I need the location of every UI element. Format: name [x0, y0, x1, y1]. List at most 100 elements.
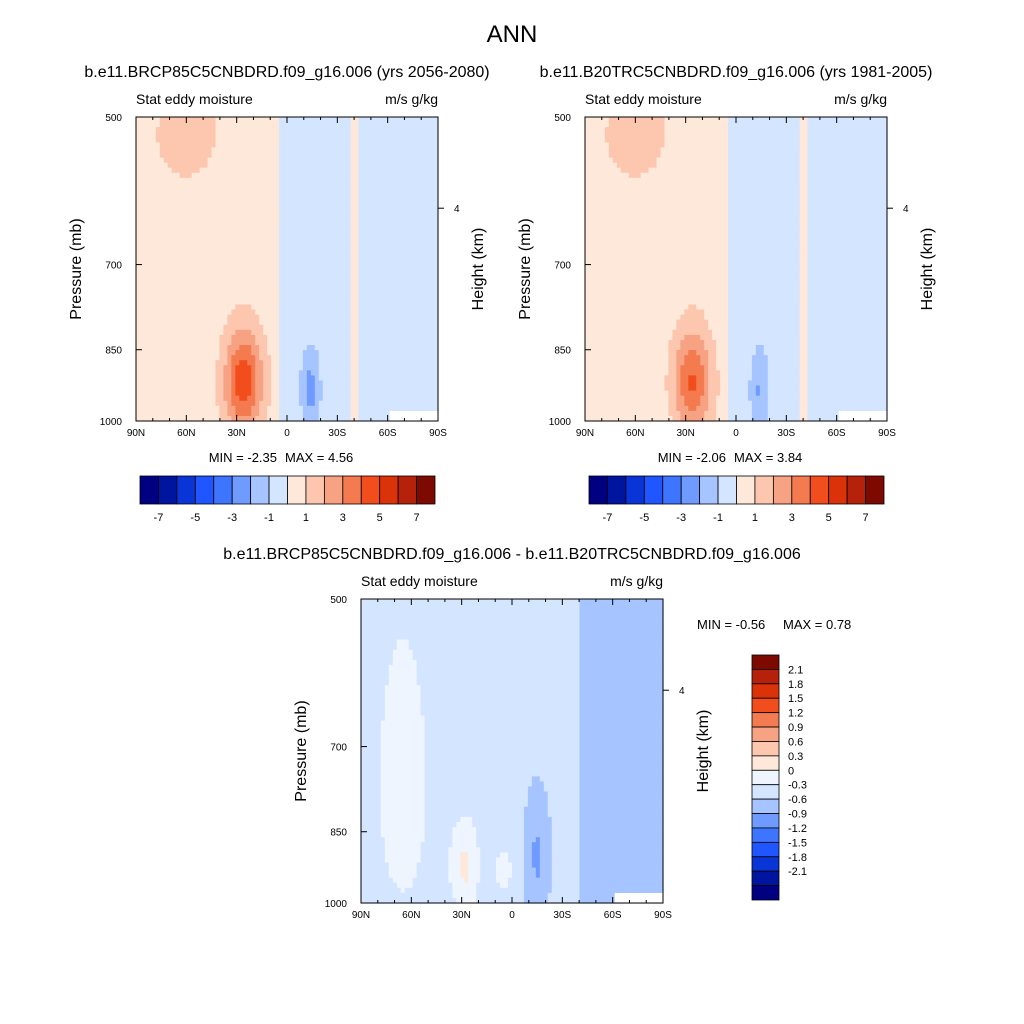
contour-cell: [382, 223, 387, 230]
contour-cell: [239, 142, 244, 148]
contour-cell: [322, 238, 328, 245]
contour-cell: [159, 127, 165, 133]
contour-cell: [215, 177, 221, 184]
contour-cell: [402, 193, 407, 199]
contour-cell: [183, 319, 189, 326]
contour-cell: [298, 238, 304, 245]
contour-cell: [203, 274, 209, 280]
contour-cell: [219, 122, 225, 128]
contour-cell: [398, 289, 403, 295]
contour-cell: [259, 167, 264, 174]
contour-cell: [346, 309, 352, 316]
contour-cell: [136, 238, 141, 245]
contour-cell: [203, 329, 209, 336]
contour-cell: [426, 248, 431, 255]
contour-cell: [271, 182, 276, 189]
contour-cell: [354, 132, 360, 138]
contour-cell: [211, 289, 217, 295]
contour-cell: [263, 334, 268, 341]
contour-cell: [600, 263, 606, 270]
contour-cell: [167, 157, 173, 164]
contour-cell: [247, 279, 252, 285]
contour-cell: [330, 157, 336, 164]
contour-cell: [259, 122, 264, 128]
contour-cell: [394, 162, 399, 169]
contour-cell: [604, 324, 610, 331]
contour-cell: [386, 253, 391, 260]
contour-cell: [151, 380, 157, 387]
contour-cell: [219, 157, 225, 164]
contour-cell: [410, 132, 415, 138]
contour-cell: [290, 279, 296, 285]
contour-cell: [414, 400, 419, 407]
contour-cell: [187, 319, 193, 326]
contour-cell: [251, 187, 256, 194]
contour-cell: [374, 274, 379, 280]
contour-cell: [398, 385, 403, 392]
contour-cell: [195, 142, 201, 148]
max-text: MAX = 4.56: [285, 450, 353, 465]
contour-cell: [259, 355, 264, 361]
contour-cell: [322, 365, 328, 371]
contour-cell: [596, 309, 602, 316]
contour-cell: [171, 360, 177, 366]
contour-cell: [251, 127, 256, 133]
contour-cell: [334, 213, 340, 219]
contour-cell: [394, 223, 399, 230]
contour-cell: [394, 182, 399, 189]
contour-cell: [136, 253, 141, 260]
contour-cell: [267, 228, 272, 235]
contour-cell: [263, 365, 268, 371]
contour-cell: [151, 228, 157, 235]
contour-cell: [366, 187, 372, 194]
contour-cell: [183, 208, 189, 214]
contour-cell: [402, 258, 407, 265]
contour-cell: [215, 385, 221, 392]
contour-cell: [298, 187, 304, 194]
contour-cell: [346, 279, 352, 285]
contour-cell: [136, 299, 141, 306]
contour-cell: [290, 405, 296, 412]
contour-cell: [183, 395, 189, 402]
contour-cell: [310, 223, 316, 230]
contour-cell: [362, 203, 368, 209]
contour-cell: [139, 248, 145, 255]
contour-cell: [267, 334, 272, 341]
contour-cell: [322, 258, 328, 265]
contour-cell: [378, 304, 383, 311]
contour-cell: [263, 274, 268, 280]
contour-cell: [366, 162, 372, 169]
contour-cell: [247, 258, 252, 265]
contour-cell: [414, 157, 419, 164]
contour-cell: [147, 284, 153, 290]
contour-cell: [394, 172, 399, 179]
contour-cell: [358, 329, 364, 336]
contour-cell: [398, 395, 403, 402]
contour-cell: [251, 289, 256, 295]
contour-cell: [255, 147, 260, 154]
contour-cell: [310, 233, 316, 240]
contour-cell: [362, 213, 368, 219]
contour-cell: [370, 233, 376, 240]
contour-cell: [346, 405, 352, 412]
contour-cell: [306, 345, 312, 351]
contour-cell: [600, 345, 606, 351]
contour-cell: [585, 304, 590, 311]
contour-cell: [171, 162, 177, 169]
contour-cell: [322, 360, 328, 366]
contour-cell: [366, 319, 372, 326]
contour-cell: [430, 243, 435, 250]
contour-cell: [195, 319, 201, 326]
contour-cell: [139, 365, 145, 371]
contour-cell: [195, 334, 201, 341]
contour-cell: [163, 350, 169, 356]
contour-cell: [298, 279, 304, 285]
contour-cell: [334, 253, 340, 260]
contour-cell: [306, 365, 312, 371]
contour-cell: [430, 345, 435, 351]
contour-cell: [235, 167, 240, 174]
contour-cell: [275, 167, 280, 174]
contour-cell: [231, 213, 236, 219]
contour-cell: [239, 274, 244, 280]
contour-cell: [211, 263, 217, 270]
